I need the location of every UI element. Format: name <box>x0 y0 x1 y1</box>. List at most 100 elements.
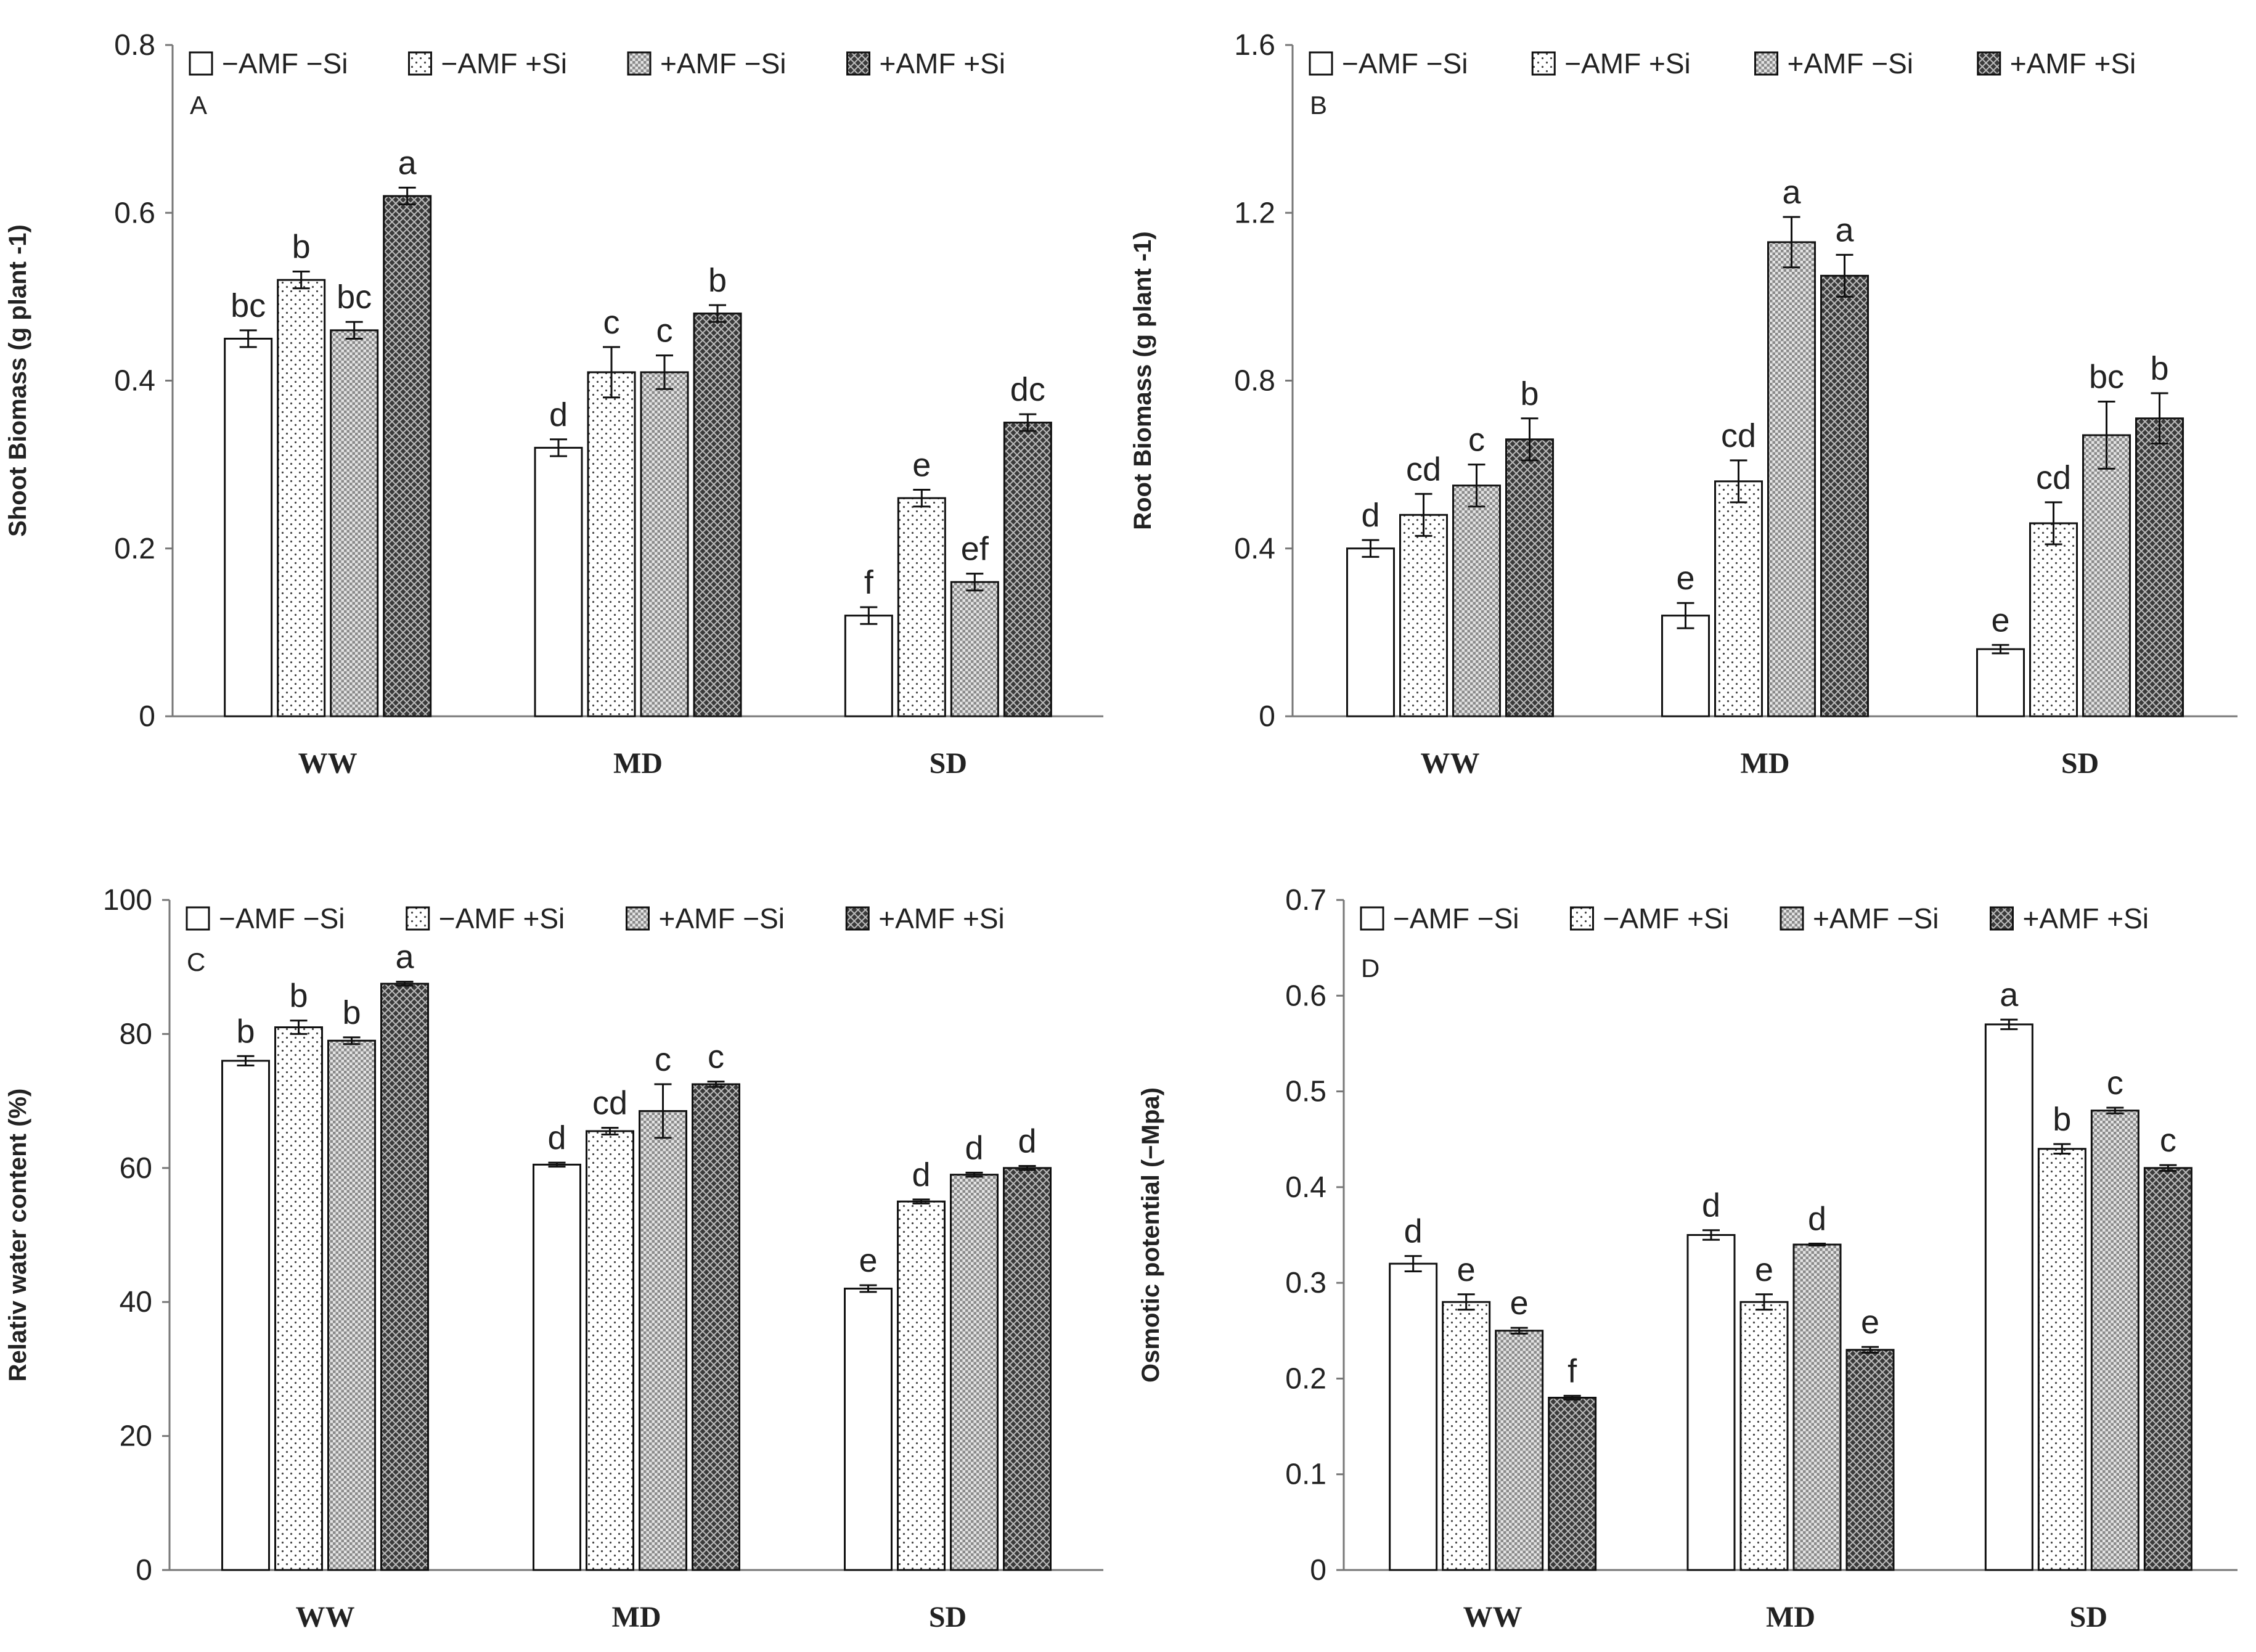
significance-label: d <box>1404 1213 1423 1250</box>
y-tick-label: 0.2 <box>1285 1362 1326 1395</box>
chart-panel-a: 0 0.2 0.4 0.6 0.8 Shoot Biomass (g plant -1) A… <box>4 29 1103 780</box>
y-tick-label: 0 <box>136 1554 152 1587</box>
panel-letter: D <box>1361 954 1379 983</box>
significance-label: cd <box>1721 417 1756 454</box>
bar-md-amf-si <box>1767 241 1816 718</box>
significance-label: c <box>656 313 673 350</box>
bar-sd-amf-si <box>1003 422 1052 718</box>
significance-label: c <box>708 1039 724 1076</box>
bar-md-amf-si <box>640 371 689 718</box>
significance-label: d <box>549 396 568 433</box>
category-label-ww: WW <box>296 1601 355 1634</box>
y-tick-label: 0.2 <box>114 533 155 565</box>
category-label-md: MD <box>1766 1601 1815 1634</box>
y-tick-label: 0.4 <box>1285 1171 1326 1204</box>
legend-swatch-amf-si <box>846 51 870 76</box>
y-axis-title: Osmotic potential (−Mpa) <box>1137 1087 1164 1383</box>
legend-swatch-amf-si <box>1780 906 1804 931</box>
bar-sd-amf-si <box>2082 434 2131 718</box>
bar-sd-amf-si <box>844 615 893 718</box>
category-label-md: MD <box>1741 747 1790 780</box>
y-tick-label: 0.7 <box>1285 884 1326 917</box>
y-tick-label: 0.5 <box>1285 1076 1326 1108</box>
legend-label-amf-si: +AMF −Si <box>660 47 787 80</box>
legend-label-amf-si: +AMF +Si <box>2023 902 2149 934</box>
bar-ww-amf-si <box>221 1060 270 1571</box>
y-tick-label: 0.8 <box>114 29 155 62</box>
significance-label: f <box>1567 1352 1577 1389</box>
bar-sd-amf-si <box>950 581 999 718</box>
significance-label: cd <box>2036 459 2071 496</box>
bar-md-amf-si <box>586 1130 634 1571</box>
bar-ww-amf-si <box>277 279 326 718</box>
significance-label: e <box>1991 602 2009 639</box>
significance-label: b <box>236 1013 255 1050</box>
y-tick-label: 0 <box>1259 700 1275 733</box>
bar-sd-amf-si <box>2143 1167 2193 1571</box>
legend-swatch-amf-si <box>186 906 210 931</box>
significance-label: bc <box>2089 359 2124 396</box>
legend-label-amf-si: +AMF −Si <box>1813 902 1939 934</box>
y-tick-label: 80 <box>120 1018 152 1050</box>
bar-ww-amf-si <box>1442 1301 1491 1571</box>
significance-label: b <box>289 978 308 1015</box>
y-tick-label: 0 <box>139 700 155 733</box>
legend-label-amf-si: −AMF +Si <box>1564 47 1691 80</box>
significance-label: cd <box>1406 451 1441 488</box>
bar-md-amf-si <box>1820 274 1869 718</box>
legend-label-amf-si: +AMF +Si <box>2010 47 2136 80</box>
y-axis-title: Shoot Biomass (g plant -1) <box>4 224 31 537</box>
category-label-ww: WW <box>298 747 358 780</box>
bar-md-amf-si <box>693 313 742 718</box>
bar-sd-amf-si <box>2135 417 2184 718</box>
significance-label: d <box>912 1156 930 1193</box>
bar-ww-amf-si <box>327 1039 376 1571</box>
legend-swatch-amf-si <box>1977 51 2001 76</box>
legend-swatch-amf-si <box>1360 906 1384 931</box>
bar-md-amf-si <box>1661 615 1710 718</box>
bar-ww-amf-si <box>1548 1396 1597 1571</box>
bar-md-amf-si <box>639 1110 687 1571</box>
y-tick-label: 0.3 <box>1285 1267 1326 1299</box>
legend-label-amf-si: +AMF −Si <box>1788 47 1914 80</box>
significance-label: b <box>2150 350 2168 387</box>
significance-label: a <box>395 939 414 976</box>
significance-label: f <box>864 564 874 601</box>
bar-md-amf-si <box>587 371 636 718</box>
y-tick-label: 20 <box>120 1420 152 1453</box>
bar-ww-amf-si <box>383 195 432 718</box>
significance-label: a <box>1835 211 1854 248</box>
category-label-sd: SD <box>929 1601 967 1634</box>
bar-sd-amf-si <box>950 1174 999 1571</box>
y-tick-label: 0.6 <box>114 197 155 229</box>
significance-label: e <box>1861 1304 1879 1341</box>
chart-panel-d: 0 0.1 0.2 0.3 0.4 0.5 0.6 0.7 Osmotic potential … <box>1137 884 2238 1634</box>
significance-label: a <box>1782 174 1801 211</box>
bar-sd-amf-si <box>1984 1023 2033 1571</box>
legend-label-amf-si: −AMF −Si <box>1393 902 1519 934</box>
bar-sd-amf-si <box>897 1200 946 1571</box>
bar-md-amf-si <box>533 1163 581 1571</box>
bar-sd-amf-si <box>2029 522 2078 718</box>
bar-md-amf-si <box>692 1083 740 1571</box>
significance-label: e <box>1755 1251 1773 1288</box>
bar-ww-amf-si <box>1505 438 1554 718</box>
bar-md-amf-si <box>1714 480 1763 718</box>
significance-label: d <box>965 1129 983 1166</box>
bar-md-amf-si <box>1739 1301 1789 1571</box>
significance-label: bc <box>337 279 372 316</box>
y-axis-title: Root Biomass (g plant -1) <box>1129 231 1156 530</box>
significance-label: e <box>1457 1251 1476 1288</box>
category-label-ww: WW <box>1421 747 1480 780</box>
category-label-sd: SD <box>930 747 967 780</box>
legend-swatch-amf-si <box>406 906 430 931</box>
bar-sd-amf-si <box>844 1287 893 1571</box>
significance-label: b <box>1520 375 1539 412</box>
y-tick-label: 100 <box>103 884 152 917</box>
significance-label: e <box>1676 560 1694 597</box>
significance-label: d <box>1361 497 1379 534</box>
legend-swatch-amf-si <box>189 51 213 76</box>
legend-label-amf-si: −AMF −Si <box>222 47 348 80</box>
legend-label-amf-si: −AMF +Si <box>1603 902 1730 934</box>
